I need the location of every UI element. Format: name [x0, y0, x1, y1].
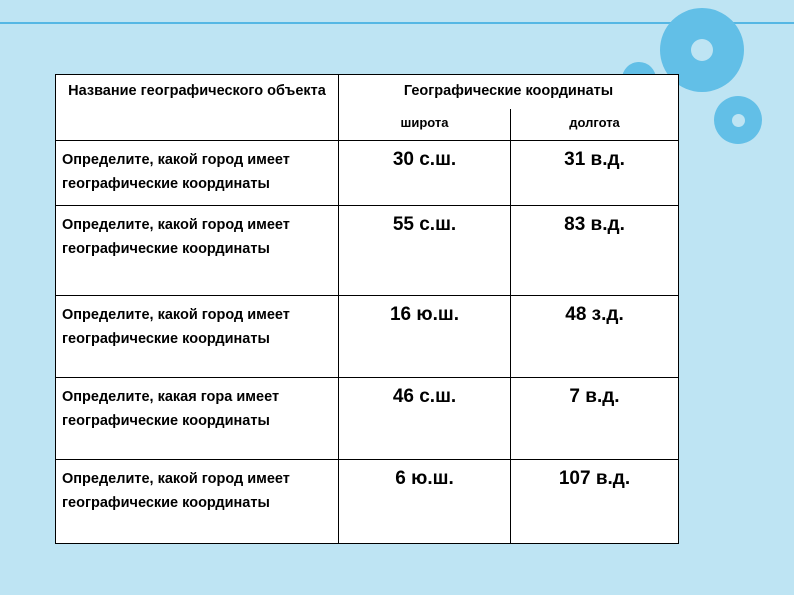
table-row: Определите, какой город имеет географиче…	[56, 141, 679, 206]
cell-lon: 7 в.д.	[511, 377, 679, 459]
cell-name: Определите, какой город имеет географиче…	[56, 295, 339, 377]
col-header-lat: широта	[339, 109, 511, 141]
cell-lon: 31 в.д.	[511, 141, 679, 206]
cell-name: Определите, какая гора имеет географичес…	[56, 377, 339, 459]
cell-lat: 30 с.ш.	[339, 141, 511, 206]
col-header-lon: долгота	[511, 109, 679, 141]
cell-lat: 55 с.ш.	[339, 205, 511, 295]
table-row: Определите, какая гора имеет географичес…	[56, 377, 679, 459]
cell-name: Определите, какой город имеет географиче…	[56, 141, 339, 206]
cell-lat: 6 ю.ш.	[339, 459, 511, 543]
coordinates-table: Название географического объекта Географ…	[55, 74, 678, 544]
cell-lon: 48 з.д.	[511, 295, 679, 377]
table-row: Определите, какой город имеет географиче…	[56, 205, 679, 295]
cell-name: Определите, какой город имеет географиче…	[56, 205, 339, 295]
col-header-coords: Географические координаты	[339, 75, 679, 110]
cell-lon: 83 в.д.	[511, 205, 679, 295]
col-header-name: Название географического объекта	[56, 75, 339, 141]
bubble-icon	[714, 96, 762, 144]
cell-name: Определите, какой город имеет географиче…	[56, 459, 339, 543]
cell-lon: 107 в.д.	[511, 459, 679, 543]
cell-lat: 16 ю.ш.	[339, 295, 511, 377]
cell-lat: 46 с.ш.	[339, 377, 511, 459]
table-row: Определите, какой город имеет географиче…	[56, 295, 679, 377]
table-row: Определите, какой город имеет географиче…	[56, 459, 679, 543]
